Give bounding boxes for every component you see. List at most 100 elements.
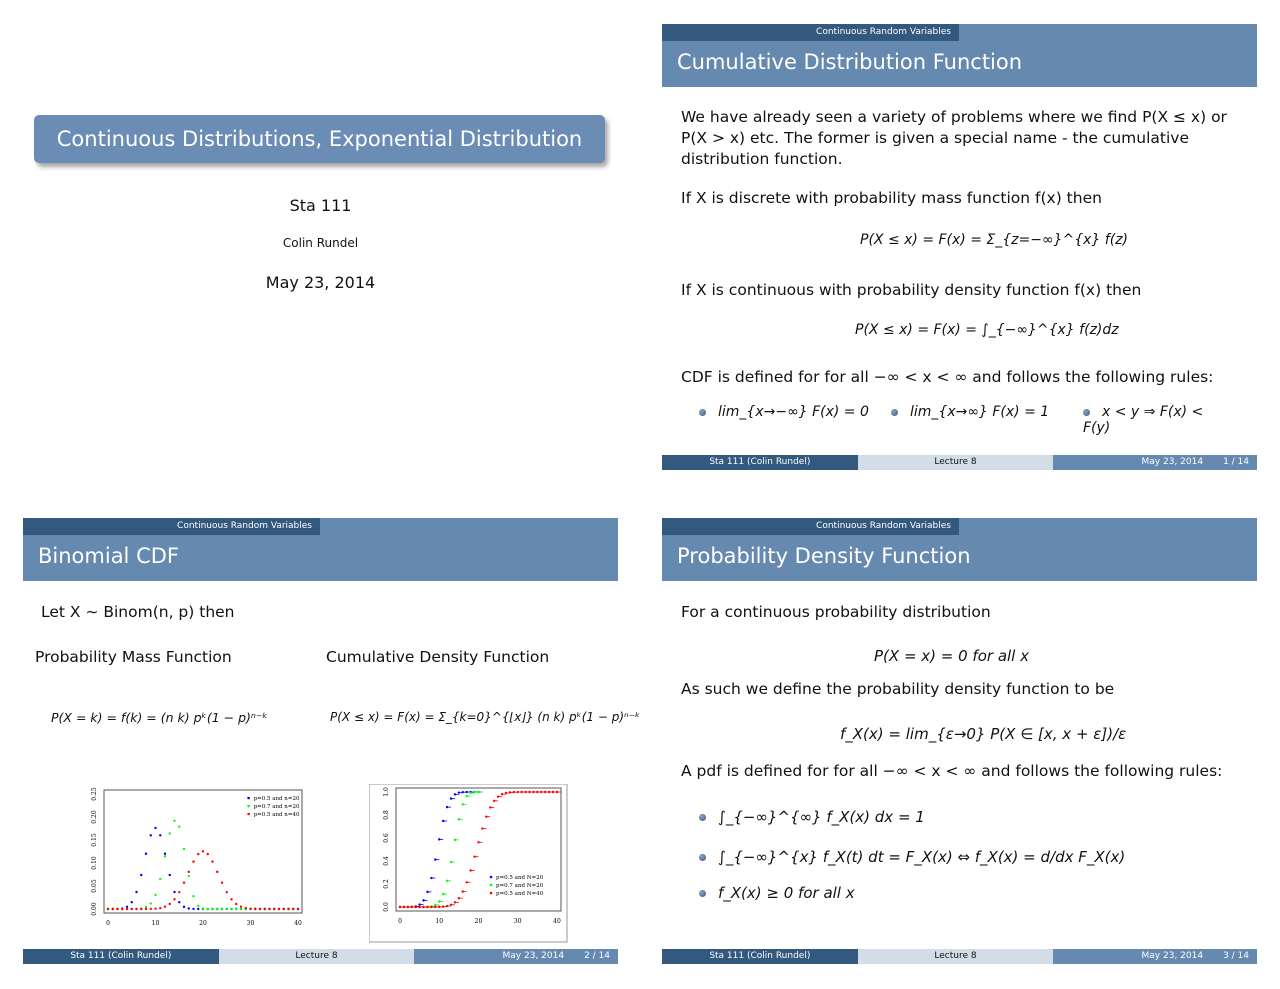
data-point: [225, 907, 228, 911]
data-point: [216, 870, 219, 874]
rule-item: f_X(x) ≥ 0 for all x: [699, 884, 855, 902]
pmf-plot: 0 10 20 30 40 0.00 0.05 0.10 0.15 0.20 0.25 p=0.5 a…: [91, 787, 303, 927]
data-point: [457, 791, 461, 794]
data-point: [292, 907, 295, 911]
data-point: [154, 907, 157, 910]
legend-label: p=0.5 and n=40: [254, 812, 300, 818]
data-point: [445, 879, 449, 883]
data-point: [430, 905, 433, 909]
date: May 23, 2014: [265, 273, 376, 292]
data-point: [282, 907, 285, 911]
data-point: [225, 890, 228, 894]
x-tick-label: 10: [152, 920, 160, 927]
data-point: [187, 870, 190, 874]
x-tick-label: 40: [553, 918, 561, 925]
data-point: [173, 898, 176, 901]
data-point: [465, 794, 468, 798]
data-point: [512, 790, 516, 794]
paragraph: If X is discrete with probability mass f…: [681, 189, 1102, 207]
data-point: [149, 834, 152, 837]
data-point: [528, 790, 531, 794]
data-point: [398, 905, 402, 909]
data-point: [418, 905, 421, 909]
y-tick-label: 0.25: [91, 787, 98, 801]
data-point: [244, 906, 247, 910]
data-point: [418, 903, 421, 906]
cdf-plot: 0 10 20 30 40 0.0 0.2 0.4 0.6 0.8 1.0 p=0.5 and N=2…: [369, 784, 568, 943]
equation-continuous-cdf: P(X ≤ x) = F(x) = ∫_{−∞}^{x} f(z)dz: [855, 322, 1119, 338]
data-point: [485, 815, 488, 818]
section-tab: Continuous Random Variables: [662, 518, 959, 535]
data-point: [473, 790, 476, 794]
data-point: [140, 873, 143, 877]
data-point: [201, 850, 205, 853]
data-point: [149, 907, 152, 911]
footer-lecture: Lecture 8: [218, 949, 415, 964]
data-point: [239, 905, 243, 908]
data-point: [461, 803, 464, 806]
data-point: [449, 860, 453, 864]
y-tick-label: 0.4: [383, 856, 390, 866]
data-point: [453, 793, 457, 796]
data-point: [438, 838, 441, 841]
data-point: [216, 907, 219, 911]
section-tab: Continuous Random Variables: [662, 24, 959, 41]
data-point: [178, 890, 181, 894]
data-point: [469, 869, 472, 872]
slide-title: Binomial CDF: [38, 544, 179, 568]
page-number: 1 / 14: [1223, 457, 1250, 467]
cdf-label: Cumulative Density Function: [326, 648, 550, 666]
data-point: [551, 790, 555, 794]
data-point: [453, 838, 457, 842]
data-point: [402, 905, 406, 909]
data-point: [121, 907, 124, 911]
paragraph: If X is continuous with probability dens…: [681, 281, 1142, 299]
data-point: [192, 860, 195, 863]
data-point: [414, 905, 417, 909]
data-point: [220, 907, 224, 911]
data-point: [406, 905, 410, 909]
data-point: [438, 905, 441, 909]
plot-box: [103, 789, 303, 914]
footer-lecture: Lecture 8: [857, 949, 1054, 964]
data-point: [263, 907, 266, 911]
data-point: [154, 893, 157, 897]
data-point: [273, 907, 276, 911]
data-point: [211, 860, 214, 863]
slide-title: Probability Density Function: [677, 544, 971, 568]
y-tick-label: 1.0: [383, 787, 390, 797]
data-point: [159, 877, 162, 881]
data-point: [239, 907, 243, 911]
data-point: [254, 907, 257, 911]
data-point: [249, 907, 252, 910]
data-point: [235, 907, 238, 911]
data-point: [493, 799, 496, 803]
data-point: [461, 790, 464, 794]
footer-author: Sta 111 (Colin Rundel): [662, 949, 858, 964]
data-point: [449, 797, 453, 800]
data-point: [449, 903, 453, 906]
y-tick-label: 0.0: [383, 902, 390, 912]
data-point: [135, 907, 138, 911]
data-point: [473, 855, 476, 858]
data-point: [206, 852, 209, 856]
data-point: [149, 902, 152, 905]
data-point: [168, 832, 171, 835]
data-point: [422, 899, 425, 902]
footer-author: Sta 111 (Colin Rundel): [23, 949, 219, 964]
data-point: [154, 826, 157, 830]
plot-box: [395, 787, 562, 912]
data-point: [477, 790, 480, 794]
rule-item: ∫_{−∞}^{∞} f_X(x) dx = 1: [699, 808, 925, 826]
data-point: [235, 902, 238, 906]
footer-author: Sta 111 (Colin Rundel): [662, 455, 858, 470]
y-tick-label: 0.2: [383, 879, 390, 889]
data-point: [489, 806, 492, 809]
data-point: [441, 892, 445, 896]
legend-marker: [247, 796, 250, 800]
data-point: [426, 905, 429, 909]
data-point: [168, 873, 171, 877]
pmf-equation: P(X = k) = f(k) = (n k) pᵏ(1 − p)ⁿ⁻ᵏ: [51, 710, 268, 725]
data-point: [445, 805, 449, 809]
data-point: [168, 902, 171, 906]
